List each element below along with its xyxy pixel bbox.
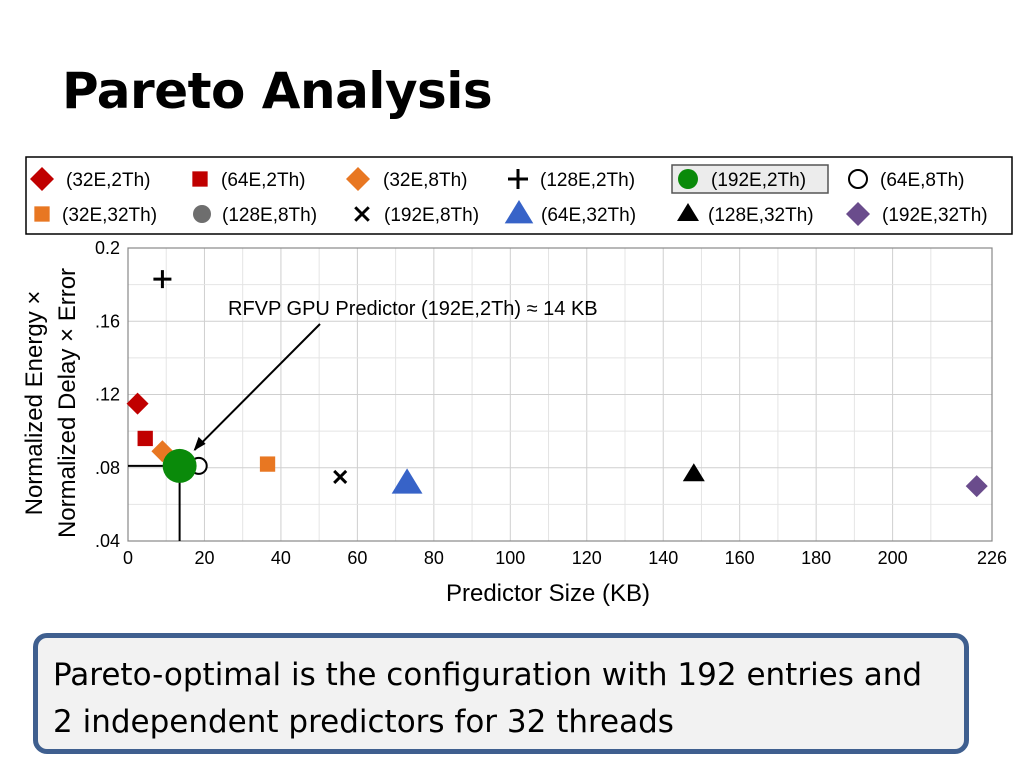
x-tick-label: 0 — [123, 548, 133, 568]
legend-label-32e-32th: (32E,32Th) — [62, 205, 157, 226]
legend-marker-192e-8th-shape — [354, 206, 370, 222]
x-tick-label: 140 — [648, 548, 678, 568]
legend-label-64e-32th: (64E,32Th) — [541, 205, 636, 226]
data-point-32e-32th-shape — [259, 456, 276, 472]
legend-label-192e-8th: (192E,8Th) — [384, 205, 479, 226]
legend-marker-192e-8th — [354, 206, 370, 222]
legend-marker-64e-2th-shape — [192, 171, 208, 187]
legend-item-192e-2th: (192E,2Th) — [671, 164, 829, 194]
legend-item-32e-32th: (32E,32Th) — [34, 205, 157, 226]
data-point-32e-2th — [126, 392, 149, 415]
legend-marker-64e-32th-shape — [504, 200, 534, 224]
data-point-128e-2th — [153, 270, 172, 289]
y-tick-label: .12 — [95, 385, 120, 405]
x-tick-label: 160 — [725, 548, 755, 568]
legend-item-192e-8th: (192E,8Th) — [354, 205, 479, 226]
legend-label-192e-2th: (192E,2Th) — [711, 170, 806, 191]
legend-marker-64e-8th-shape — [848, 169, 868, 189]
legend-label-64e-8th: (64E,8Th) — [880, 170, 964, 191]
x-tick-label: 180 — [801, 548, 831, 568]
y-tick-label: 0.2 — [95, 238, 120, 258]
y-axis-label-line1: Normalized Energy × — [21, 291, 48, 516]
legend-item-128e-32th: (128E,32Th) — [677, 203, 814, 226]
x-tick-label: 200 — [878, 548, 908, 568]
legend-item-32e-8th: (32E,8Th) — [346, 167, 467, 191]
legend-marker-64e-2th — [192, 171, 208, 187]
x-tick-label: 80 — [424, 548, 444, 568]
data-point-192e-32th-shape — [965, 475, 988, 498]
chart-annotation: RFVP GPU Predictor (192E,2Th) ≈ 14 KB — [193, 298, 598, 451]
legend-marker-128e-8th-shape — [193, 205, 211, 223]
data-point-192e-2th-shape — [162, 448, 197, 483]
data-point-128e-32th — [682, 463, 705, 482]
legend-marker-32e-2th — [30, 167, 54, 191]
annotation-arrow-head — [193, 436, 206, 451]
slide-title: Pareto Analysis — [62, 62, 493, 120]
plot-frame — [127, 247, 993, 542]
legend-item-64e-8th: (64E,8Th) — [848, 169, 964, 191]
legend-label-128e-32th: (128E,32Th) — [708, 205, 814, 226]
legend-marker-192e-2th-shape — [678, 169, 698, 189]
y-tick-label: .16 — [95, 311, 120, 331]
legend-marker-128e-32th-shape — [677, 203, 699, 221]
chart-grid — [128, 248, 992, 541]
legend-marker-32e-2th-shape — [30, 167, 54, 191]
legend-label-192e-32th: (192E,32Th) — [882, 205, 988, 226]
chart-legend: (32E,2Th) (64E,2Th) (32E,8Th) (128E,2Th) (19… — [25, 156, 1013, 235]
legend-marker-128e-2th-shape — [508, 169, 528, 189]
chart-data-points — [126, 270, 988, 498]
x-tick-label: 40 — [271, 548, 291, 568]
legend-item-128e-8th: (128E,8Th) — [193, 205, 317, 226]
pareto-scatter-chart: (32E,2Th) (64E,2Th) (32E,8Th) (128E,2Th) (19… — [21, 156, 1013, 607]
legend-marker-64e-32th — [504, 200, 534, 224]
x-tick-label: 60 — [347, 548, 367, 568]
legend-marker-32e-32th — [34, 206, 50, 222]
legend-marker-192e-2th — [678, 169, 698, 189]
data-point-64e-2th — [137, 430, 153, 447]
legend-label-32e-2th: (32E,2Th) — [66, 170, 150, 191]
y-axis-label-line2: Normalized Delay × Error — [54, 268, 81, 538]
x-tick-label: 20 — [194, 548, 214, 568]
data-point-64e-2th-shape — [137, 430, 153, 447]
legend-marker-128e-2th — [508, 169, 528, 189]
legend-label-32e-8th: (32E,8Th) — [383, 170, 467, 191]
data-point-192e-2th — [162, 448, 197, 483]
data-point-192e-8th-shape — [333, 469, 348, 484]
data-point-192e-8th — [333, 469, 348, 484]
conclusion-callout: Pareto-optimal is the configuration with… — [33, 633, 969, 754]
legend-item-32e-2th: (32E,2Th) — [30, 167, 150, 191]
data-point-64e-32th-shape — [391, 468, 423, 494]
data-point-128e-32th-shape — [682, 463, 705, 482]
legend-marker-32e-8th-shape — [346, 167, 370, 191]
data-point-128e-2th-shape — [153, 270, 172, 289]
legend-marker-192e-32th — [846, 202, 870, 226]
data-point-64e-32th — [391, 468, 423, 494]
annotation-label: RFVP GPU Predictor (192E,2Th) ≈ 14 KB — [228, 298, 598, 320]
legend-label-128e-8th: (128E,8Th) — [222, 205, 317, 226]
y-tick-label: .08 — [95, 458, 120, 478]
legend-item-128e-2th: (128E,2Th) — [508, 169, 635, 191]
legend-marker-64e-8th — [848, 169, 868, 189]
data-point-192e-32th — [965, 475, 988, 498]
legend-item-64e-32th: (64E,32Th) — [504, 200, 636, 226]
legend-marker-192e-32th-shape — [846, 202, 870, 226]
legend-label-128e-2th: (128E,2Th) — [540, 170, 635, 191]
annotation-arrow-line — [193, 323, 321, 451]
x-tick-label: 120 — [572, 548, 602, 568]
x-axis-label: Predictor Size (KB) — [446, 580, 650, 607]
y-tick-label: .04 — [95, 531, 120, 551]
legend-item-192e-32th: (192E,32Th) — [846, 202, 988, 226]
callout-text: Pareto-optimal is the configuration with… — [53, 657, 923, 740]
data-point-32e-2th-shape — [126, 392, 149, 415]
chart-axes: 0 20 40 60 80 100 120 140 160 180 200 226 .04 .08 .12.… — [21, 238, 1007, 607]
legend-marker-32e-8th — [346, 167, 370, 191]
x-tick-label: 226 — [977, 548, 1007, 568]
x-tick-label: 100 — [495, 548, 525, 568]
legend-marker-128e-8th — [193, 205, 211, 223]
legend-item-64e-2th: (64E,2Th) — [192, 170, 305, 191]
legend-marker-128e-32th — [677, 203, 699, 221]
legend-label-64e-2th: (64E,2Th) — [221, 170, 305, 191]
data-point-32e-32th — [259, 456, 276, 472]
legend-marker-32e-32th-shape — [34, 206, 50, 222]
